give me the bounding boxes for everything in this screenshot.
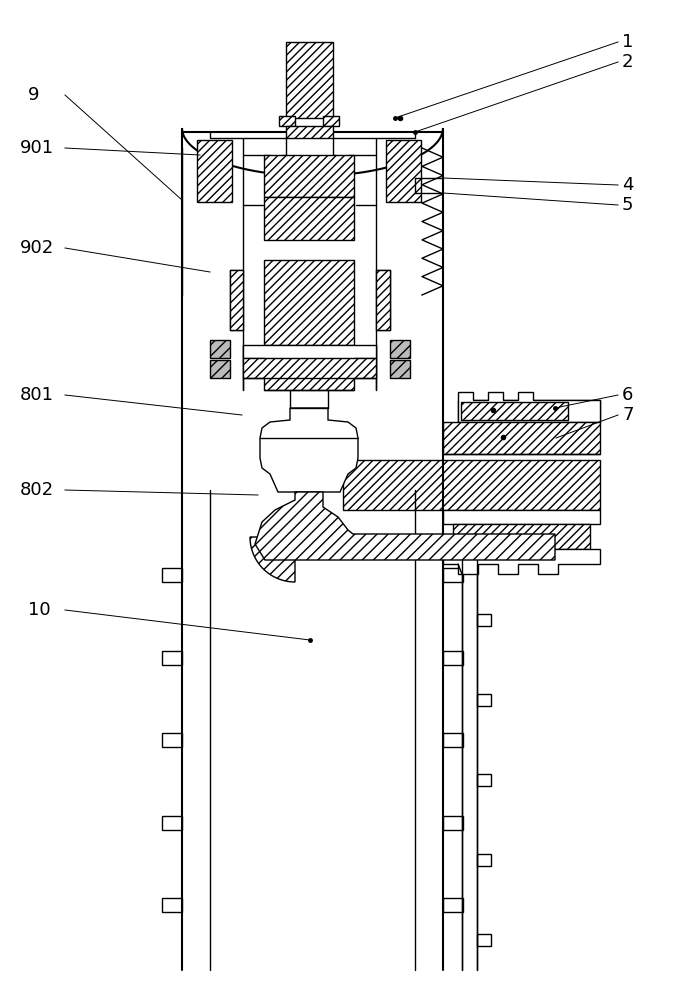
- Polygon shape: [443, 549, 600, 574]
- Text: 7: 7: [622, 406, 633, 424]
- Bar: [390, 340, 410, 358]
- Polygon shape: [443, 568, 463, 582]
- Polygon shape: [477, 934, 491, 946]
- Polygon shape: [443, 898, 463, 912]
- Bar: [210, 360, 230, 378]
- Bar: [197, 140, 232, 202]
- Text: 10: 10: [28, 601, 50, 619]
- Text: 9: 9: [28, 86, 39, 104]
- Bar: [286, 126, 333, 138]
- Text: 802: 802: [20, 481, 54, 499]
- Bar: [376, 270, 390, 330]
- Text: 801: 801: [20, 386, 54, 404]
- Polygon shape: [162, 568, 182, 582]
- Text: 901: 901: [20, 139, 54, 157]
- Polygon shape: [333, 138, 376, 162]
- Polygon shape: [255, 492, 555, 560]
- Text: 902: 902: [20, 239, 55, 257]
- Polygon shape: [458, 392, 600, 422]
- Polygon shape: [443, 733, 463, 747]
- Polygon shape: [243, 358, 376, 390]
- Text: 2: 2: [622, 53, 633, 71]
- Bar: [230, 270, 243, 330]
- Bar: [443, 422, 600, 454]
- Polygon shape: [260, 408, 358, 492]
- Text: 1: 1: [622, 33, 633, 51]
- Polygon shape: [477, 854, 491, 866]
- Polygon shape: [477, 774, 491, 786]
- Text: 4: 4: [622, 176, 633, 194]
- Bar: [443, 510, 600, 524]
- Polygon shape: [162, 898, 182, 912]
- Bar: [343, 460, 600, 510]
- Polygon shape: [443, 651, 463, 665]
- Polygon shape: [243, 138, 286, 162]
- Bar: [264, 155, 354, 197]
- Bar: [390, 360, 410, 378]
- Bar: [286, 42, 333, 118]
- Text: 5: 5: [622, 196, 633, 214]
- Polygon shape: [243, 345, 376, 365]
- Polygon shape: [443, 816, 463, 830]
- Polygon shape: [250, 537, 295, 582]
- Bar: [461, 402, 568, 420]
- Polygon shape: [182, 128, 443, 176]
- Bar: [264, 197, 354, 240]
- Polygon shape: [477, 694, 491, 706]
- Bar: [323, 116, 339, 126]
- Polygon shape: [477, 614, 491, 626]
- Bar: [386, 140, 421, 202]
- Text: 6: 6: [622, 386, 633, 404]
- Bar: [458, 400, 600, 422]
- Bar: [453, 524, 590, 549]
- Bar: [264, 260, 354, 345]
- Bar: [279, 116, 295, 126]
- Polygon shape: [162, 816, 182, 830]
- Polygon shape: [162, 651, 182, 665]
- Polygon shape: [162, 733, 182, 747]
- Bar: [210, 340, 230, 358]
